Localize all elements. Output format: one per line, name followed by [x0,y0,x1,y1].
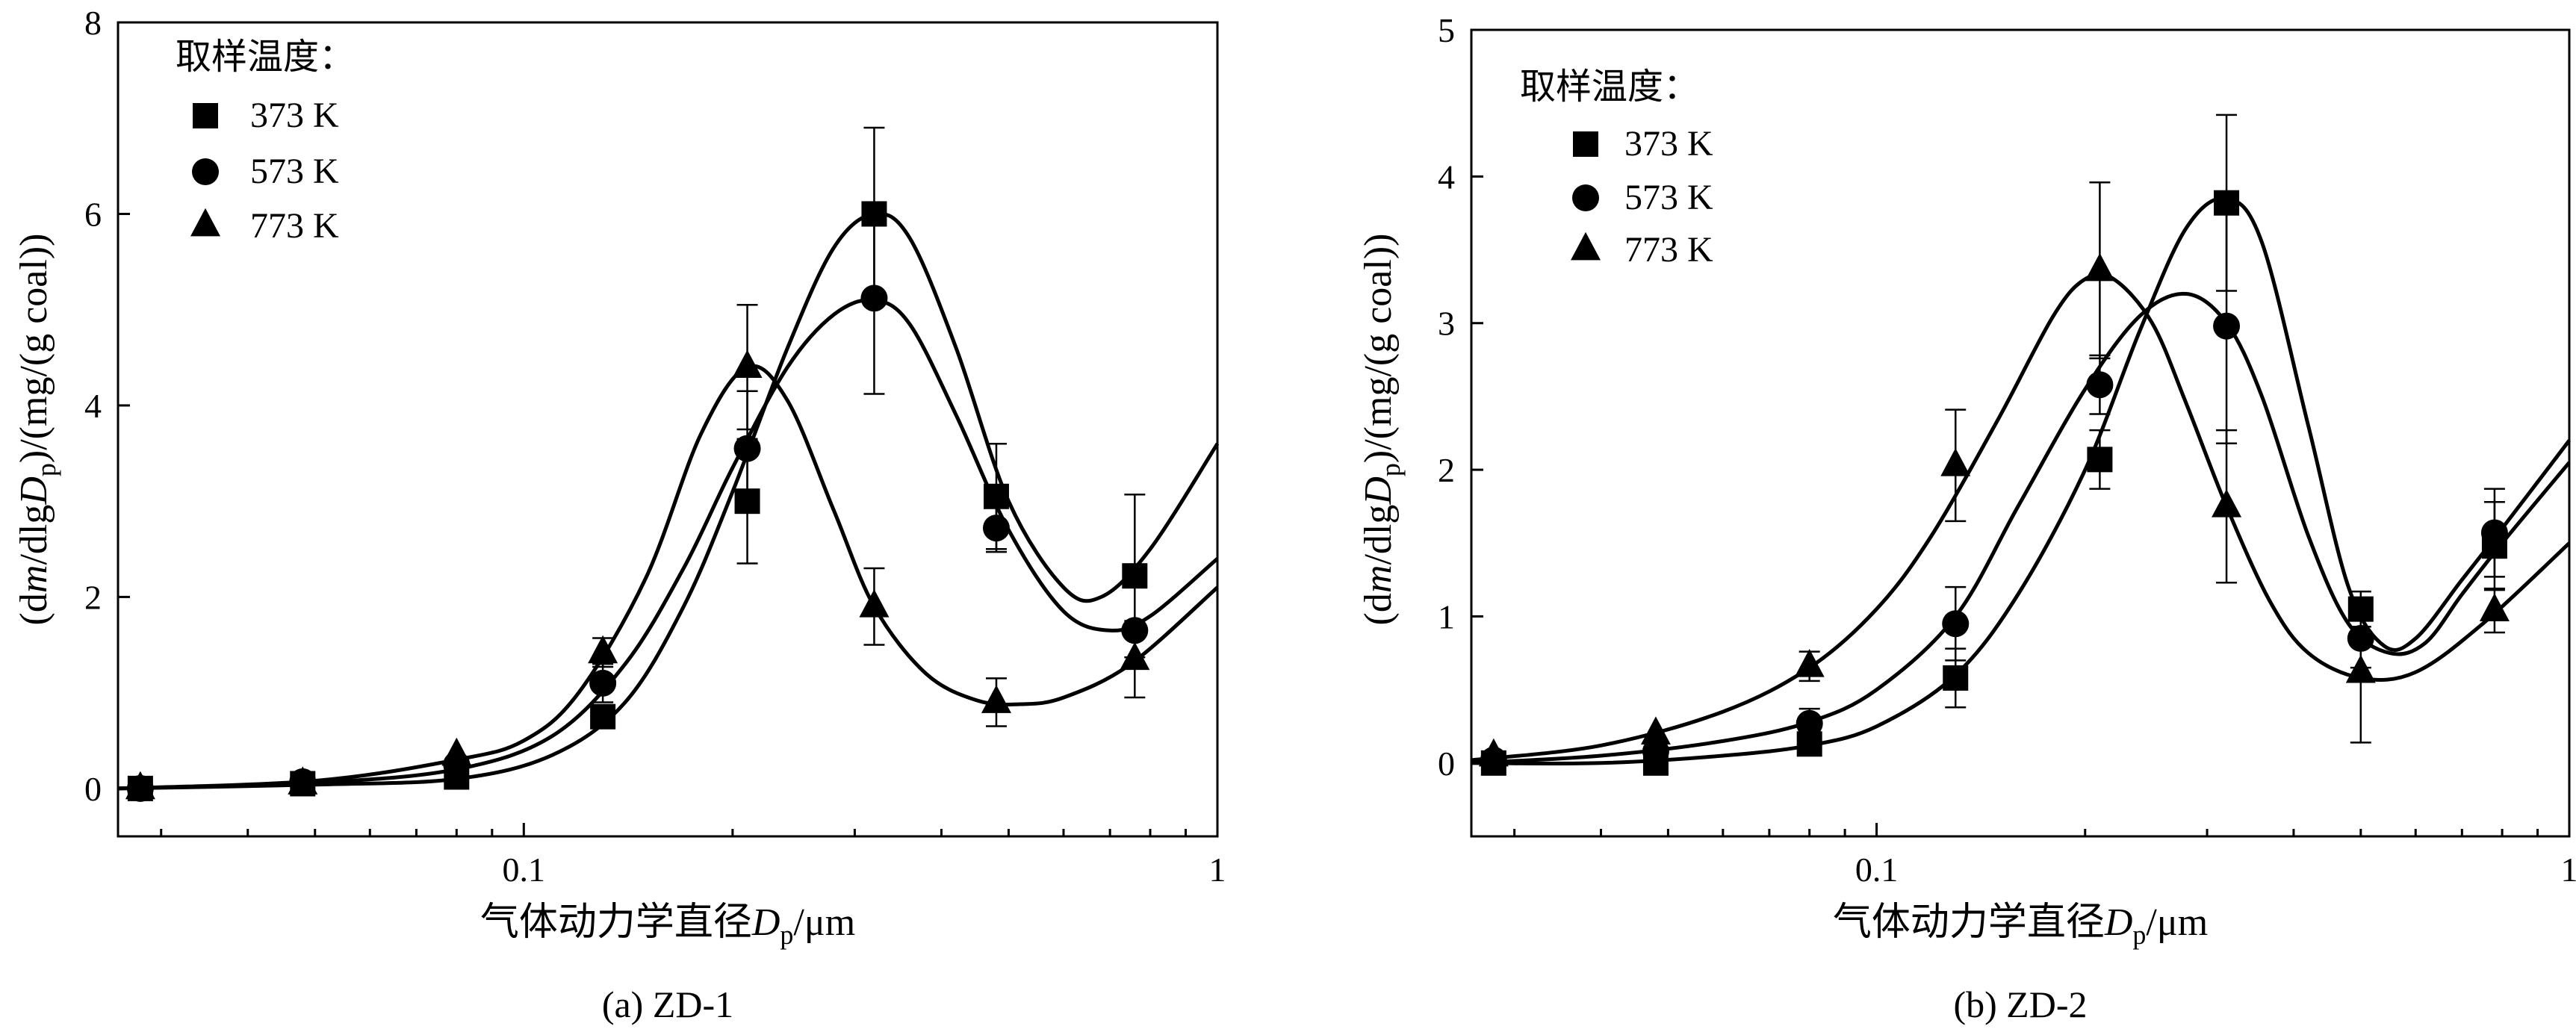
panel-a-marker-773k [981,685,1011,713]
panel-b-markers [1478,190,2510,776]
panel-a-legend-marker-573k [192,158,219,185]
panel-a-legend-symbol-773k [190,208,220,237]
panel-a-fit-curves [117,211,1220,791]
panel-b-marker-573k [2480,519,2508,547]
panel-a-y-axis: 0 2 4 6 8 [84,4,130,808]
panel-b-y-tick-label: 5 [1438,11,1455,49]
panel-b-marker-373k [2347,596,2374,622]
panel-a-marker-573k [860,285,888,312]
panel-a-x-axis-title: 气体动力学直径Dp/μm [480,901,855,950]
panel-a-marker-373k [983,483,1009,509]
panel-a-y-tick-label: 4 [84,387,102,425]
panel-a-y-tick-label: 6 [84,195,102,233]
panel-a-marker-773k [859,589,890,618]
panel-b-legend-label-773k: 773 K [1624,230,1713,270]
panel-b-legend-symbol-373k [1573,131,1598,157]
panel-a-legend-label-573k: 573 K [250,152,339,191]
panel-a-fit-curve-573k [117,297,1219,791]
panel-b-legend-label-573k: 573 K [1624,178,1713,217]
panel-b-x-axis: 0.1 1 [1513,823,2576,889]
panel-b-marker-773k [1478,738,1509,767]
panel-a-marker-373k [1122,563,1148,589]
panel-b-marker-573k [2347,624,2374,652]
panel-b-legend-marker-573k [1572,184,1599,211]
panel-b-legend-marker-373k [1573,131,1598,157]
panel-a-legend: 取样温度： 373 K 573 K 773 K [176,37,355,246]
panel-b-x-axis-title: 气体动力学直径Dp/μm [1833,901,2208,950]
panel-b-marker-573k [1642,738,1669,765]
panel-a-x-tick-label: 0.1 [503,851,546,889]
panel-a-marker-773k [1120,641,1150,671]
panel-b-legend-label-373k: 373 K [1624,124,1713,164]
panel-b-marker-773k [1640,716,1671,745]
panel-a-marker-573k [589,669,617,697]
panel-a-x-tick-label: 1 [1209,851,1226,889]
panel-a-x-axis: 0.1 1 [160,823,1226,889]
panel-b-marker-373k [2087,447,2113,473]
panel-b-marker-573k [1942,610,1970,638]
panel-b-y-tick-label: 0 [1438,745,1455,783]
panel-b-marker-773k [2345,654,2376,683]
panel-a-legend-symbol-373k [193,103,218,128]
panel-b-marker-773k [2085,252,2115,282]
panel-a-legend-marker-773k [190,208,220,237]
panel-a-marker-773k [588,635,618,664]
panel-b-y-tick-label: 1 [1438,597,1455,635]
panel-b-legend-symbol-773k [1571,231,1601,261]
panel-a-y-tick-label: 2 [84,578,102,616]
panel-a-marker-373k [734,488,760,515]
panel-b-marker-573k [2086,371,2114,399]
panel-b-y-axis: 0 1 2 3 4 5 [1438,11,1483,783]
panel-a-marker-773k [732,349,763,379]
panel-b-marker-773k [2479,593,2510,621]
panel-b-y-axis-title: (dm/dlgDp)/(mg/(g coal)) [1357,234,1406,626]
panel-b-x-tick-label: 1 [2561,851,2576,889]
panel-b-marker-373k [2214,190,2240,216]
panel-b-marker-773k [1940,448,1971,476]
panel-b-marker-773k [2212,488,2242,517]
panel-a-markers [125,201,1150,802]
panel-a-legend-marker-373k [193,103,218,128]
panel-a-y-tick-label: 8 [84,4,102,42]
panel-a-legend-label-773k: 773 K [250,206,339,246]
panel-a-marker-773k [288,766,318,795]
panel-b-marker-773k [1794,649,1825,677]
panel-b-legend-symbol-573k [1572,184,1599,211]
panel-a-marker-773k [441,737,472,766]
panel-b-fit-curve-773k [1471,272,2571,762]
panel-a-marker-373k [590,703,616,730]
panel-b-legend-title: 取样温度： [1520,67,1699,107]
panel-b-y-tick-label: 2 [1438,451,1455,489]
panel-a-y-axis-title: (dm/dlgDp)/(mg/(g coal)) [13,234,61,626]
panel-b-y-tick-label: 4 [1438,158,1455,196]
panel-a-marker-773k [125,771,155,800]
panel-a-legend-symbol-573k [192,158,219,185]
panel-b-caption: (b) ZD-2 [1953,983,2087,1025]
panel-a-marker-573k [982,515,1010,542]
panel-a-marker-373k [861,201,887,227]
panel-b-fit-curve-573k [1471,291,2571,765]
panel-b-fit-curves [1471,196,2571,766]
panel-a-legend-label-373k: 373 K [250,96,339,135]
panel-b-legend: 取样温度： 373 K 573 K 773 K [1520,67,1713,270]
panel-b-marker-573k [1796,709,1823,737]
panel-b-plot-frame [1470,28,2571,838]
panel-b-fit-curve-373k [1471,196,2571,766]
panel-a-y-tick-label: 0 [84,770,102,808]
panel-b-y-tick-label: 3 [1438,305,1455,343]
panel-b-marker-373k [1943,665,1969,691]
panel-b-x-tick-label: 0.1 [1855,851,1899,889]
panel-a-caption: (a) ZD-1 [602,983,733,1025]
panel-a-plot-frame [117,21,1219,838]
panel-b-marker-573k [2213,312,2241,340]
panel-a-marker-573k [1121,617,1149,644]
panel-a-marker-573k [733,435,761,462]
panel-a-legend-title: 取样温度： [176,37,355,77]
panel-a-fit-curve-373k [117,211,1220,791]
panel-b-legend-marker-773k [1571,231,1601,261]
